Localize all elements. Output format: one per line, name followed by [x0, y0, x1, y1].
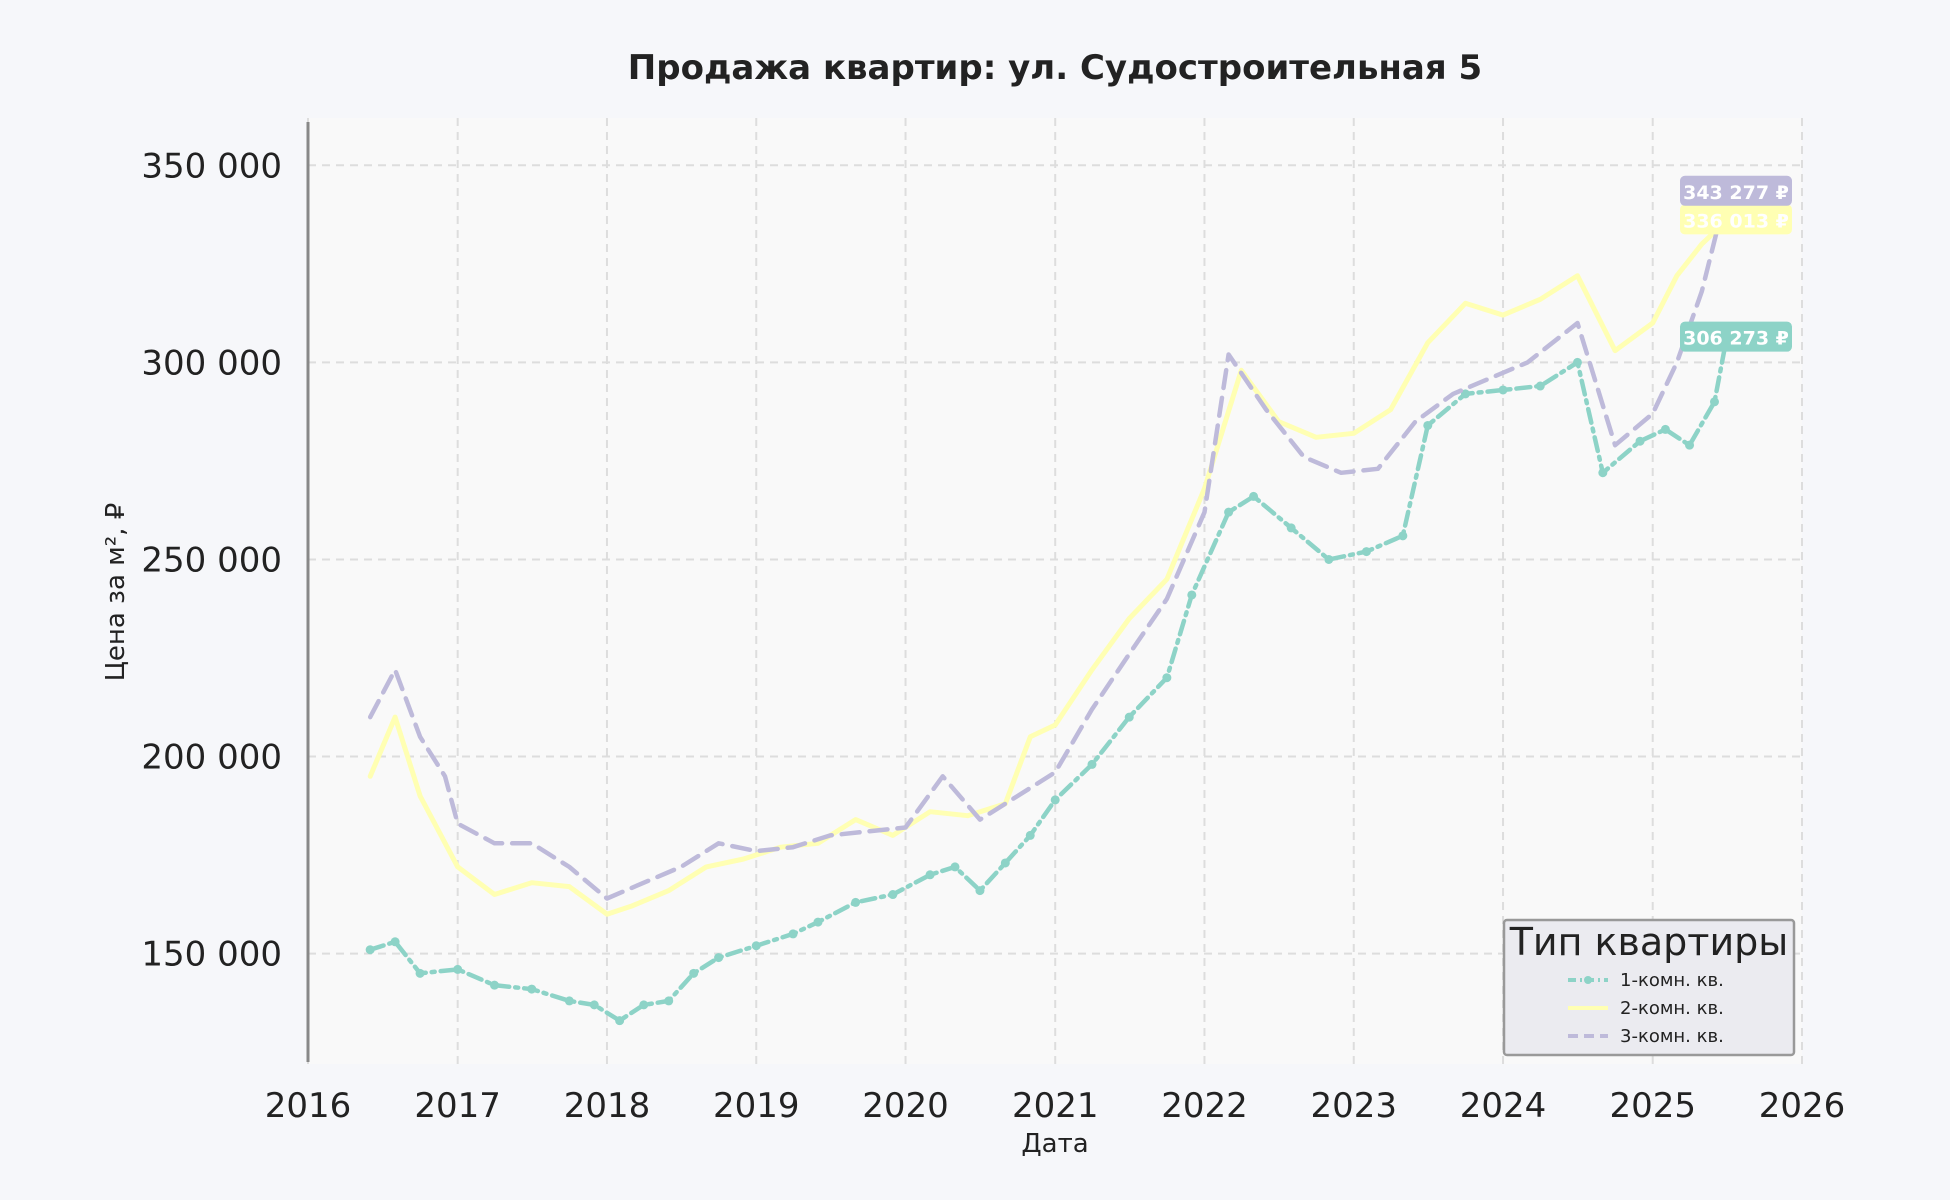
- x-tick-label: 2025: [1609, 1086, 1696, 1126]
- data-point: [1050, 795, 1060, 805]
- x-tick-label: 2023: [1310, 1086, 1397, 1126]
- series-1-room: [365, 333, 1732, 1026]
- end-label-box: [1680, 204, 1792, 235]
- series-line: [367, 217, 1730, 917]
- data-point: [1187, 590, 1197, 600]
- legend-box: [1502, 918, 1796, 1057]
- series-2-room: [367, 217, 1730, 917]
- data-point: [1087, 759, 1097, 769]
- data-point: [564, 996, 574, 1006]
- x-tick-label: 2016: [265, 1086, 352, 1126]
- x-tick-label: 2019: [713, 1086, 800, 1126]
- series-3-room: [367, 189, 1729, 901]
- data-point: [888, 890, 898, 900]
- x-tick-label: 2021: [1012, 1086, 1099, 1126]
- data-point: [851, 897, 861, 907]
- data-point: [1286, 523, 1296, 533]
- data-point: [1324, 554, 1334, 564]
- data-point: [1572, 357, 1582, 367]
- legend-item-1-room: 1-комн. кв.: [1568, 970, 1724, 991]
- end-label-text: 343 277 ₽: [1683, 182, 1789, 204]
- y-tick-label: 350 000: [141, 146, 282, 186]
- data-point: [415, 968, 425, 978]
- y-tick-label: 250 000: [141, 540, 282, 580]
- series-line: [367, 189, 1729, 901]
- data-point: [639, 1000, 649, 1010]
- y-tick-label: 150 000: [141, 935, 282, 975]
- data-point: [1000, 858, 1010, 868]
- data-point: [1535, 381, 1545, 391]
- end-label-2-room: 336 013 ₽: [1680, 204, 1792, 235]
- data-point: [1598, 468, 1608, 478]
- legend-title: Тип квартиры: [1509, 920, 1789, 964]
- data-point: [1249, 491, 1259, 501]
- legend-marker: [1584, 976, 1592, 984]
- series-layer: [365, 189, 1732, 1026]
- data-point: [664, 996, 674, 1006]
- data-point: [390, 937, 400, 947]
- x-tick-label: 2020: [862, 1086, 949, 1126]
- data-point: [788, 929, 798, 939]
- data-point: [950, 862, 960, 872]
- data-point: [751, 941, 761, 951]
- data-point: [689, 968, 699, 978]
- x-tick-label: 2018: [564, 1086, 651, 1126]
- data-point: [975, 886, 985, 896]
- data-point: [489, 980, 499, 990]
- data-point: [1398, 531, 1408, 541]
- legend: Тип квартиры 1-комн. кв. 2-комн. кв. 3-ком…: [1502, 918, 1796, 1057]
- x-tick-label: 2022: [1161, 1086, 1248, 1126]
- x-axis-label: Дата: [1021, 1129, 1088, 1159]
- data-point: [1635, 436, 1645, 446]
- y-tick-label: 200 000: [141, 738, 282, 778]
- end-label-text: 336 013 ₽: [1683, 210, 1789, 232]
- data-point: [1660, 424, 1670, 434]
- end-label-box: [1680, 321, 1792, 352]
- end-label-3-room: 343 277 ₽: [1680, 175, 1792, 206]
- data-point: [615, 1016, 625, 1026]
- legend-label: 1-комн. кв.: [1620, 970, 1724, 991]
- data-point: [714, 953, 724, 963]
- chart-title: Продажа квартир: ул. Судостроительная 5: [628, 48, 1482, 88]
- data-point: [1162, 673, 1172, 683]
- data-point: [1460, 389, 1470, 399]
- data-point: [1709, 397, 1719, 407]
- x-tick-label: 2017: [414, 1086, 501, 1126]
- grid: [307, 118, 1803, 1064]
- data-point: [453, 964, 463, 974]
- end-label-box: [1680, 175, 1792, 206]
- data-point: [1124, 712, 1134, 722]
- data-point: [527, 984, 537, 994]
- data-point: [589, 1000, 599, 1010]
- data-point: [1025, 830, 1035, 840]
- legend-item-3-room: 3-комн. кв.: [1568, 1026, 1724, 1047]
- data-point: [1224, 507, 1234, 517]
- end-label-1-room: 306 273 ₽: [1680, 321, 1792, 352]
- data-point: [1498, 385, 1508, 395]
- end-label-text: 306 273 ₽: [1683, 328, 1789, 350]
- data-point: [1685, 440, 1695, 450]
- y-axis-label: Цена за м², ₽: [101, 503, 131, 682]
- legend-item-2-room: 2-комн. кв.: [1568, 998, 1724, 1019]
- data-point: [813, 917, 823, 927]
- data-point: [1423, 420, 1433, 430]
- tick-labels: 2016 2017 2018 2019 2020 2021 2022 2023 2024 2025…: [141, 146, 1845, 1126]
- x-tick-label: 2026: [1759, 1086, 1846, 1126]
- legend-label: 3-комн. кв.: [1620, 1026, 1724, 1047]
- end-labels: 306 273 ₽ 336 013 ₽ 343 277 ₽: [1680, 175, 1792, 352]
- data-point: [1361, 547, 1371, 557]
- legend-label: 2-комн. кв.: [1620, 998, 1724, 1019]
- x-tick-label: 2024: [1460, 1086, 1547, 1126]
- y-tick-label: 300 000: [141, 343, 282, 383]
- data-point: [365, 945, 375, 955]
- data-point: [925, 870, 935, 880]
